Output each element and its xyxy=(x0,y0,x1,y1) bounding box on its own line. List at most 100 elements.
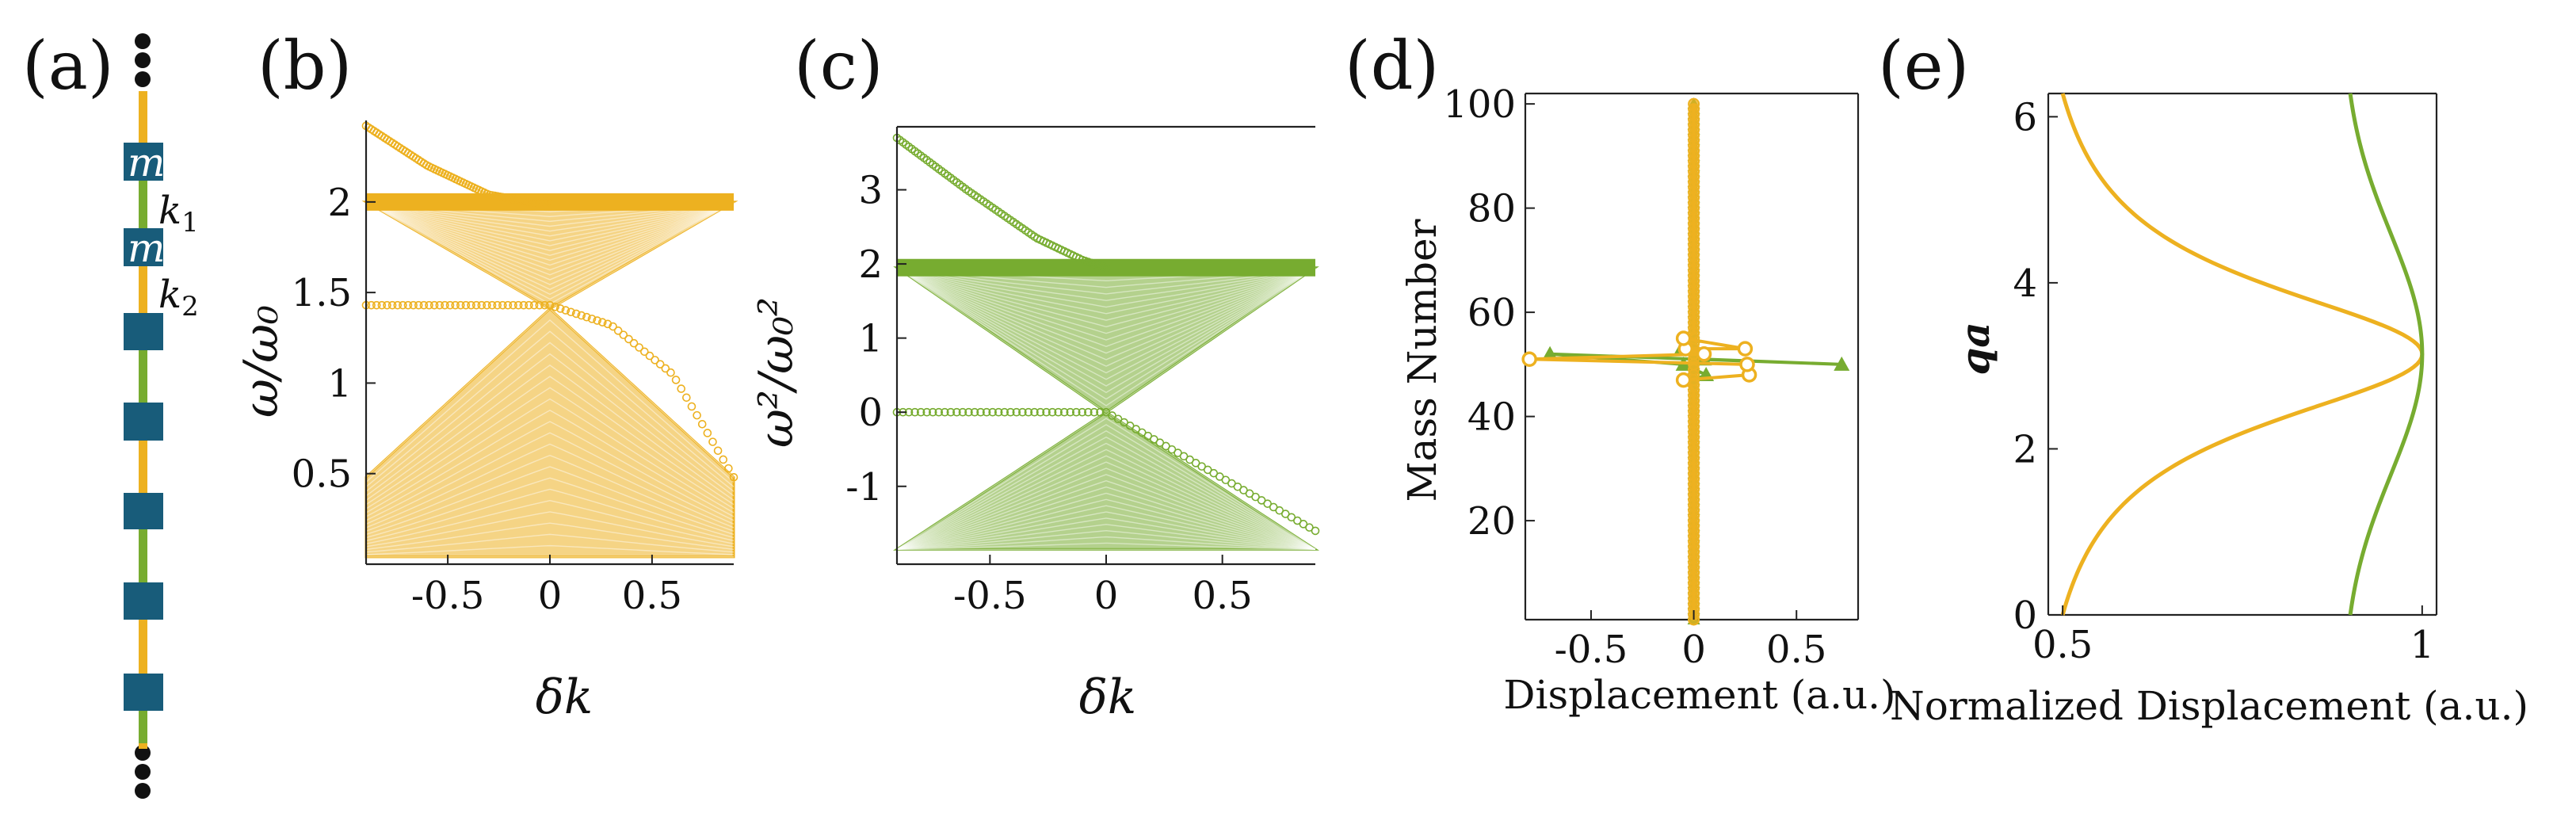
ylabel-d: Mass Number xyxy=(1399,219,1445,502)
edge-point-b-2-53 xyxy=(640,347,649,357)
mode-line-c-1-1 xyxy=(896,267,1316,406)
mode-line-c-1-14 xyxy=(896,267,1316,321)
edge-point-b-2-34 xyxy=(540,300,549,310)
ytick-label-d-3: 80 xyxy=(1467,187,1516,231)
edge-point-b-2-6 xyxy=(393,300,403,310)
edge-mode-c-3 xyxy=(892,133,1111,273)
edge-point-b-2-28 xyxy=(509,300,517,310)
spring-label-k1-sub: 1 xyxy=(181,207,199,239)
mode-line-b-0-18 xyxy=(365,353,735,497)
mass-4 xyxy=(124,403,163,441)
plot-b: -0.5 0 0.5 0.5 1 1.5 2 xyxy=(292,120,738,618)
edge-point-b-2-9 xyxy=(409,300,418,310)
edge-point-b-2-63 xyxy=(693,410,701,420)
edge-point-b-2-61 xyxy=(682,393,691,403)
edge-point-c-2-3 xyxy=(910,407,919,417)
spring-1 xyxy=(139,91,147,143)
edge-point-b-2-58 xyxy=(666,368,675,377)
mode-line-b-1-15 xyxy=(365,201,735,237)
mode-line-b-1-14 xyxy=(365,201,735,242)
edge-point-b-2-14 xyxy=(435,300,445,310)
peak-marker-d-1-8 xyxy=(1737,341,1754,357)
edge-point-b-3-63 xyxy=(527,197,536,207)
edge-point-c-2-19 xyxy=(1006,407,1015,417)
edge-point-c-2-25 xyxy=(1042,407,1051,417)
mode-line-b-0-13 xyxy=(365,410,735,517)
spring-4 xyxy=(139,350,147,403)
peak-marker-d-1-4 xyxy=(1739,357,1755,372)
edge-point-b-2-57 xyxy=(661,364,670,373)
mode-line-b-1-9 xyxy=(365,201,735,266)
edge-point-b-2-50 xyxy=(624,334,633,344)
xtick-label-e-0: 0.5 xyxy=(2032,623,2093,667)
edge-point-c-2-11 xyxy=(958,407,967,417)
edge-point-b-3-65 xyxy=(532,197,541,207)
ylabel-e: qa xyxy=(1952,322,1998,375)
edge-point-b-2-13 xyxy=(429,300,439,310)
mode-line-c-1-13 xyxy=(896,267,1316,328)
edge-point-c-2-6 xyxy=(928,407,937,417)
mass-6 xyxy=(124,582,163,620)
mode-line-b-1-12 xyxy=(365,201,735,251)
mode-line-c-1-9 xyxy=(896,267,1316,354)
edge-mode-b-3 xyxy=(361,121,555,207)
xlabel-e: Normalized Displacement (a.u.) xyxy=(1890,683,2528,729)
mass-2 xyxy=(124,228,163,266)
mode-line-c-1-16 xyxy=(896,267,1316,308)
panel-d: (d) -0.5 0 0.5 20 40 60 80 100 Displacement (a.… xyxy=(1345,27,1896,718)
edge-point-c-2-28 xyxy=(1059,407,1069,417)
mode-line-c-0-21 xyxy=(896,418,1316,550)
mode-line-b-1-1 xyxy=(365,201,735,305)
mass-label-1: m xyxy=(128,139,165,185)
edge-point-c-2-9 xyxy=(946,407,956,417)
peak-marker-d-1-2 xyxy=(1675,372,1692,388)
edge-point-b-2-2 xyxy=(372,300,381,310)
edge-point-c-2-27 xyxy=(1054,407,1063,417)
chain-bottom-ellipsis xyxy=(135,745,151,799)
edge-point-b-2-48 xyxy=(613,326,623,335)
edge-point-b-2-7 xyxy=(399,300,407,310)
ytick-label-b-1: 1 xyxy=(327,361,352,406)
mode-line-b-0-19 xyxy=(365,342,735,492)
xlabel-d: Displacement (a.u.) xyxy=(1503,672,1895,718)
ytick-label-c-3: 2 xyxy=(858,242,883,287)
mode-line-c-0-7 xyxy=(896,505,1316,550)
mode-line-b-0-14 xyxy=(365,398,735,513)
edge-point-b-2-1 xyxy=(367,300,376,310)
spring-label-k1: k1 xyxy=(158,189,199,239)
mode-line-c-0-20 xyxy=(896,424,1316,550)
mode-line-c-0-6 xyxy=(896,511,1316,550)
edge-point-b-2-10 xyxy=(414,300,423,310)
mode-line-c-0-1 xyxy=(896,542,1316,550)
edge-point-c-2-4 xyxy=(916,407,925,417)
mode-line-b-0-1 xyxy=(365,544,735,555)
mode-line-b-0-21 xyxy=(365,319,735,483)
mode-line-c-1-10 xyxy=(896,267,1316,348)
edge-point-b-2-32 xyxy=(529,300,539,310)
edge-point-c-2-7 xyxy=(934,407,944,417)
spring-6 xyxy=(139,529,147,582)
panel-b: (b) -0.5 0 0.5 0.5 1 1.5 2 δk ω/ω₀ xyxy=(234,27,738,725)
mode-line-b-0-17 xyxy=(365,365,735,501)
mode-line-b-1-11 xyxy=(365,201,735,257)
mode-line-c-1-17 xyxy=(896,267,1316,301)
edge-point-b-2-42 xyxy=(582,312,591,322)
mass-label-2: m xyxy=(128,225,165,271)
ytick-label-c-1: 0 xyxy=(858,391,883,435)
edge-point-b-2-55 xyxy=(651,356,659,365)
mode-line-b-0-16 xyxy=(365,376,735,506)
mode-line-b-0-5 xyxy=(365,499,735,544)
ytick-label-b-2: 1.5 xyxy=(292,271,352,315)
edge-point-b-2-38 xyxy=(561,306,571,315)
mode-line-c-1-8 xyxy=(896,267,1316,361)
spring-label-k1-letter: k xyxy=(158,189,181,233)
ytick-label-b-3: 2 xyxy=(327,181,352,225)
edge-point-b-2-18 xyxy=(456,300,465,310)
mode-line-c-0-14 xyxy=(896,461,1316,550)
mode-line-c-0-13 xyxy=(896,468,1316,550)
mode-line-c-0-5 xyxy=(896,517,1316,550)
edge-point-b-2-24 xyxy=(487,300,497,310)
mode-line-c-1-11 xyxy=(896,267,1316,341)
edge-point-b-3-67 xyxy=(537,197,547,207)
edge-point-b-2-35 xyxy=(545,300,555,310)
